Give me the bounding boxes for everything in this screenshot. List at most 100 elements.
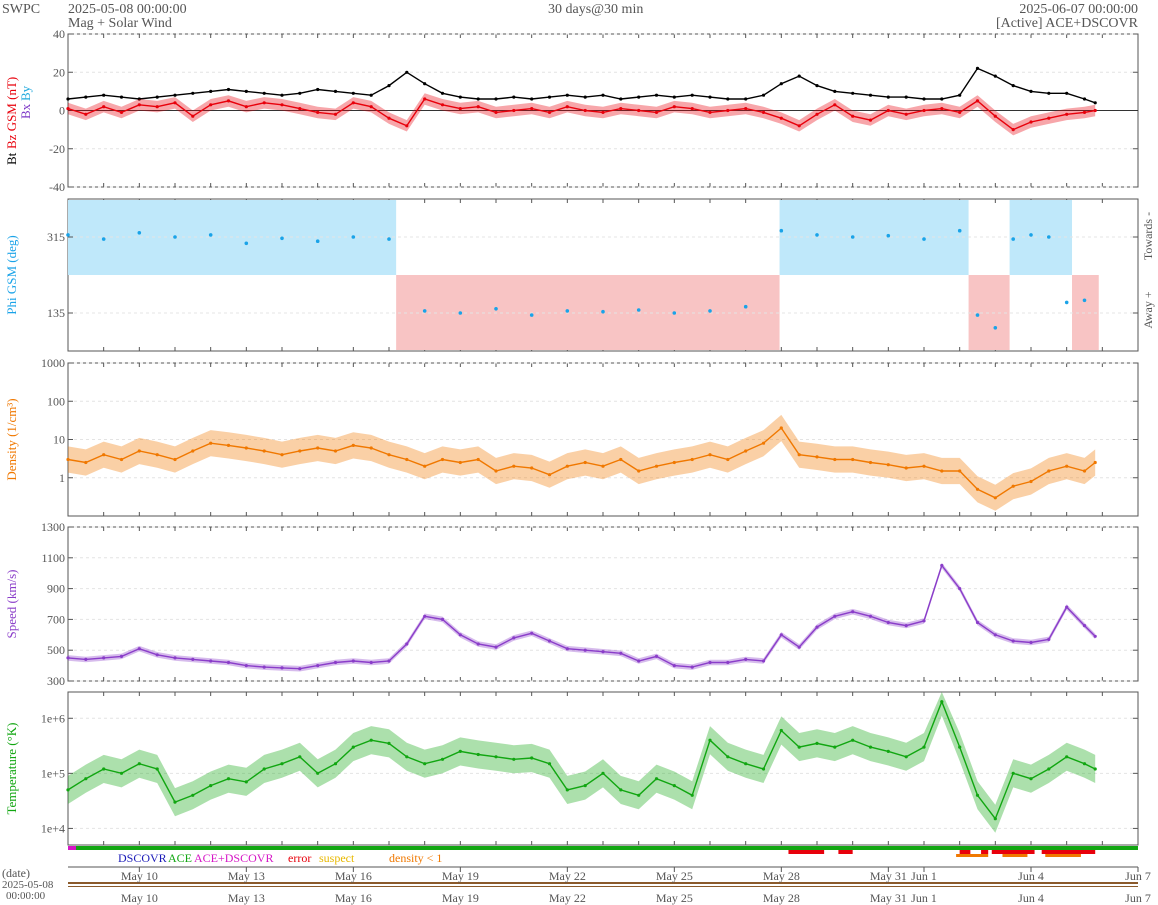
temperature-series-point [744,762,748,766]
bt-series-point [102,93,106,97]
bz-series-point [494,110,498,114]
temperature-ylabel: Temperature (°K) [4,723,19,815]
speed-series-point [975,620,980,625]
phi-point [66,233,70,237]
density-y-tick-label: 1000 [41,356,65,370]
mag-panel: -40 -20 0 20 40 Bt Bz GSM (nT) Bx By [4,27,1139,194]
bt-series-point [886,95,890,99]
temperature-y-tick-label: 1e+5 [41,766,65,780]
bt-series-point [476,97,480,101]
speed-series-point [672,664,676,668]
temperature-series-point [84,777,88,781]
bt-series-point [494,97,498,101]
temperature-panel: 1e+4 1e+5 1e+6 Temperature (°K) [4,691,1139,846]
bz-series-point [1029,120,1033,124]
speed-series-point [530,631,534,635]
phi-point [387,237,391,241]
density-series-point [137,449,141,453]
date-tick-label-lower: May 28 [763,891,800,905]
temperature-series-point [369,738,373,742]
phi-point [137,231,142,235]
density-series-point [868,460,873,465]
phi-y-tick-label: 135 [47,306,65,320]
density-series-point [476,457,480,462]
speed-series-point [1047,637,1051,642]
bt-series-point [119,95,124,99]
density-series-point [761,441,766,445]
bt-series-point [423,82,427,86]
status-legend-item: density < 1 [389,851,442,865]
temperature-series-point [298,755,302,759]
mag-y-tick-label: -20 [49,142,65,156]
density-series-point [530,466,534,470]
speed-series-point [316,664,320,668]
bz-series-point [405,124,409,128]
bt-series-point [637,95,641,99]
density-series-point [690,457,694,462]
temperature-series-point [654,777,659,781]
speed-series-point [726,660,730,665]
date-axis-start-time: 00:00:00 [6,890,46,902]
speed-series-point [815,625,819,629]
status-legend-item: suspect [319,851,355,865]
mag-legend-bx: Bx [18,103,33,119]
speed-series-point [619,651,623,655]
temperature-series-line [67,699,1096,821]
temperature-series-point [458,749,462,754]
header-agency: SWPC [2,2,41,17]
bz-series-point [1011,128,1015,132]
status-error-segment [991,850,1035,854]
bt-series-point [744,97,748,101]
speed-series-point [565,647,569,651]
phi-point [993,326,998,330]
bz-series-point [958,110,962,114]
density-series-point [1082,469,1087,473]
bz-series-point [565,105,569,109]
temperature-series-point [244,780,248,784]
status-error-segment [981,850,989,854]
bt-series-point [904,95,908,99]
bt-series-point [797,74,801,78]
bt-series-point [298,91,302,95]
speed-series-point [904,624,908,628]
speed-series-point [583,648,587,652]
date-tick-label: May 25 [656,869,693,883]
bt-series-point [547,95,552,99]
bt-series-point [84,95,88,99]
density-series-point [102,453,106,457]
bz-series-point [708,110,712,114]
density-ylabel: Density (1/cm³) [4,398,19,480]
bt-series-point [173,93,177,97]
density-series-point [601,464,605,468]
density-series-point [779,426,783,430]
density-series-point [66,457,70,462]
bz-series-point [226,99,231,103]
density-y-tick-label: 100 [47,394,65,408]
density-series-point [708,453,712,457]
speed-series-point [1029,640,1033,645]
phi-point [208,233,213,237]
density-series-point [619,457,623,462]
density-series-point [262,449,266,453]
density-series-point [975,487,980,491]
date-tick-label: May 31 [870,869,907,883]
bz-series-point [886,108,890,113]
density-series-point [119,457,124,462]
bz-series-point [975,99,980,103]
temperature-series-point [316,771,320,775]
bt-series-point [1093,101,1097,105]
phi-point [101,237,106,241]
speed-series-point [423,614,427,618]
bz-series-point [440,103,445,107]
speed-series-point [280,666,284,670]
speed-series-point [137,647,141,651]
density-series-point [904,466,908,470]
phi-point [351,235,356,239]
speed-series-point [1093,634,1097,638]
phi-label-towards: Towards - [1141,212,1155,260]
bz-series-point [530,107,534,111]
bt-series-point [333,89,338,93]
bz-series-point [423,97,427,101]
density-series-point [244,446,248,450]
speed-y-tick-label: 700 [47,612,65,626]
